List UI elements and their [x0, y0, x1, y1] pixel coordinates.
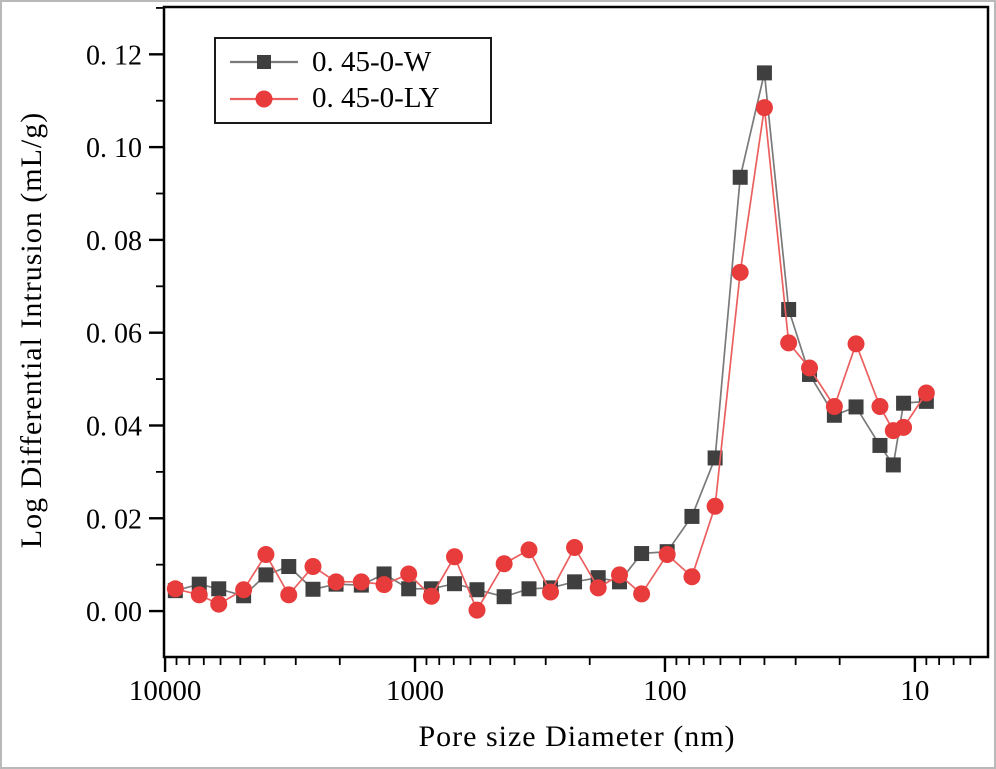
data-point-square: [781, 301, 797, 317]
data-point-square: [872, 437, 888, 453]
data-point-circle: [683, 568, 701, 586]
data-point-square: [732, 169, 748, 185]
data-point-square: [848, 399, 864, 415]
data-point-circle: [871, 397, 889, 415]
x-tick-label: 100: [643, 675, 687, 707]
data-point-square: [885, 457, 901, 473]
data-point-circle: [257, 545, 275, 563]
data-point-circle: [400, 565, 418, 583]
data-point-square: [447, 576, 463, 592]
data-point-circle: [210, 595, 228, 613]
data-point-circle: [917, 384, 935, 402]
circle-marker-icon: [230, 90, 298, 108]
data-point-circle: [468, 601, 486, 619]
data-point-circle: [495, 555, 513, 573]
y-tick-label: 0. 12: [86, 40, 142, 71]
data-point-circle: [375, 576, 393, 594]
data-point-circle: [542, 583, 560, 601]
series-line-0: [175, 72, 927, 598]
legend-item-ly: 0. 45-0-LY: [228, 84, 484, 113]
legend-item-w: 0. 45-0-W: [228, 45, 484, 78]
y-tick-label: 0. 02: [86, 504, 142, 535]
x-tick-label: 1000: [386, 675, 444, 707]
data-point-circle: [731, 263, 749, 281]
data-point-square: [634, 546, 650, 562]
data-point-square: [896, 395, 912, 411]
series-line-1: [175, 107, 928, 612]
data-point-square: [496, 589, 512, 605]
data-point-square: [469, 582, 485, 598]
data-point-circle: [304, 558, 322, 576]
data-point-circle: [589, 579, 607, 597]
y-tick-label: 0. 06: [86, 319, 142, 350]
data-point-circle: [327, 573, 345, 591]
data-point-square: [756, 65, 772, 81]
data-point-circle: [166, 580, 184, 598]
data-point-circle: [706, 497, 724, 515]
plot-frame: [162, 5, 990, 659]
legend-label-w: 0. 45-0-W: [312, 45, 432, 78]
legend: 0. 45-0-W 0. 45-0-LY: [214, 37, 492, 124]
data-point-circle: [235, 581, 253, 599]
square-marker-icon: [230, 55, 298, 70]
data-point-square: [258, 567, 274, 583]
data-point-circle: [190, 586, 208, 604]
data-point-circle: [566, 539, 584, 557]
data-point-circle: [658, 545, 676, 563]
x-axis-title: Pore size Diameter (nm): [418, 720, 736, 753]
data-point-square: [521, 581, 537, 597]
data-point-square: [305, 581, 321, 597]
data-point-circle: [280, 586, 298, 604]
data-point-circle: [825, 397, 843, 415]
data-point-square: [401, 581, 417, 597]
data-point-circle: [633, 585, 651, 603]
y-tick-label: 0. 04: [86, 411, 142, 442]
data-point-square: [281, 559, 297, 575]
legend-label-ly: 0. 45-0-LY: [312, 82, 440, 115]
data-point-circle: [422, 587, 440, 605]
data-point-square: [684, 508, 700, 524]
data-point-square: [211, 581, 227, 597]
data-point-circle: [755, 99, 773, 117]
y-tick-label: 0. 00: [86, 597, 142, 628]
data-point-circle: [446, 548, 464, 566]
data-point-circle: [352, 573, 370, 591]
data-point-circle: [895, 418, 913, 436]
data-point-circle: [801, 359, 819, 377]
y-tick-label: 0. 08: [86, 226, 142, 257]
y-axis-title: Log Differential Intrusion (mL/g): [15, 111, 48, 549]
data-point-circle: [780, 334, 798, 352]
data-point-square: [707, 450, 723, 466]
data-point-circle: [520, 541, 538, 559]
data-point-circle: [847, 335, 865, 353]
x-tick-label: 10000: [129, 675, 202, 707]
data-point-circle: [611, 566, 629, 584]
x-tick-label: 10: [900, 675, 929, 707]
data-point-square: [567, 574, 583, 590]
y-tick-label: 0. 10: [86, 133, 142, 164]
